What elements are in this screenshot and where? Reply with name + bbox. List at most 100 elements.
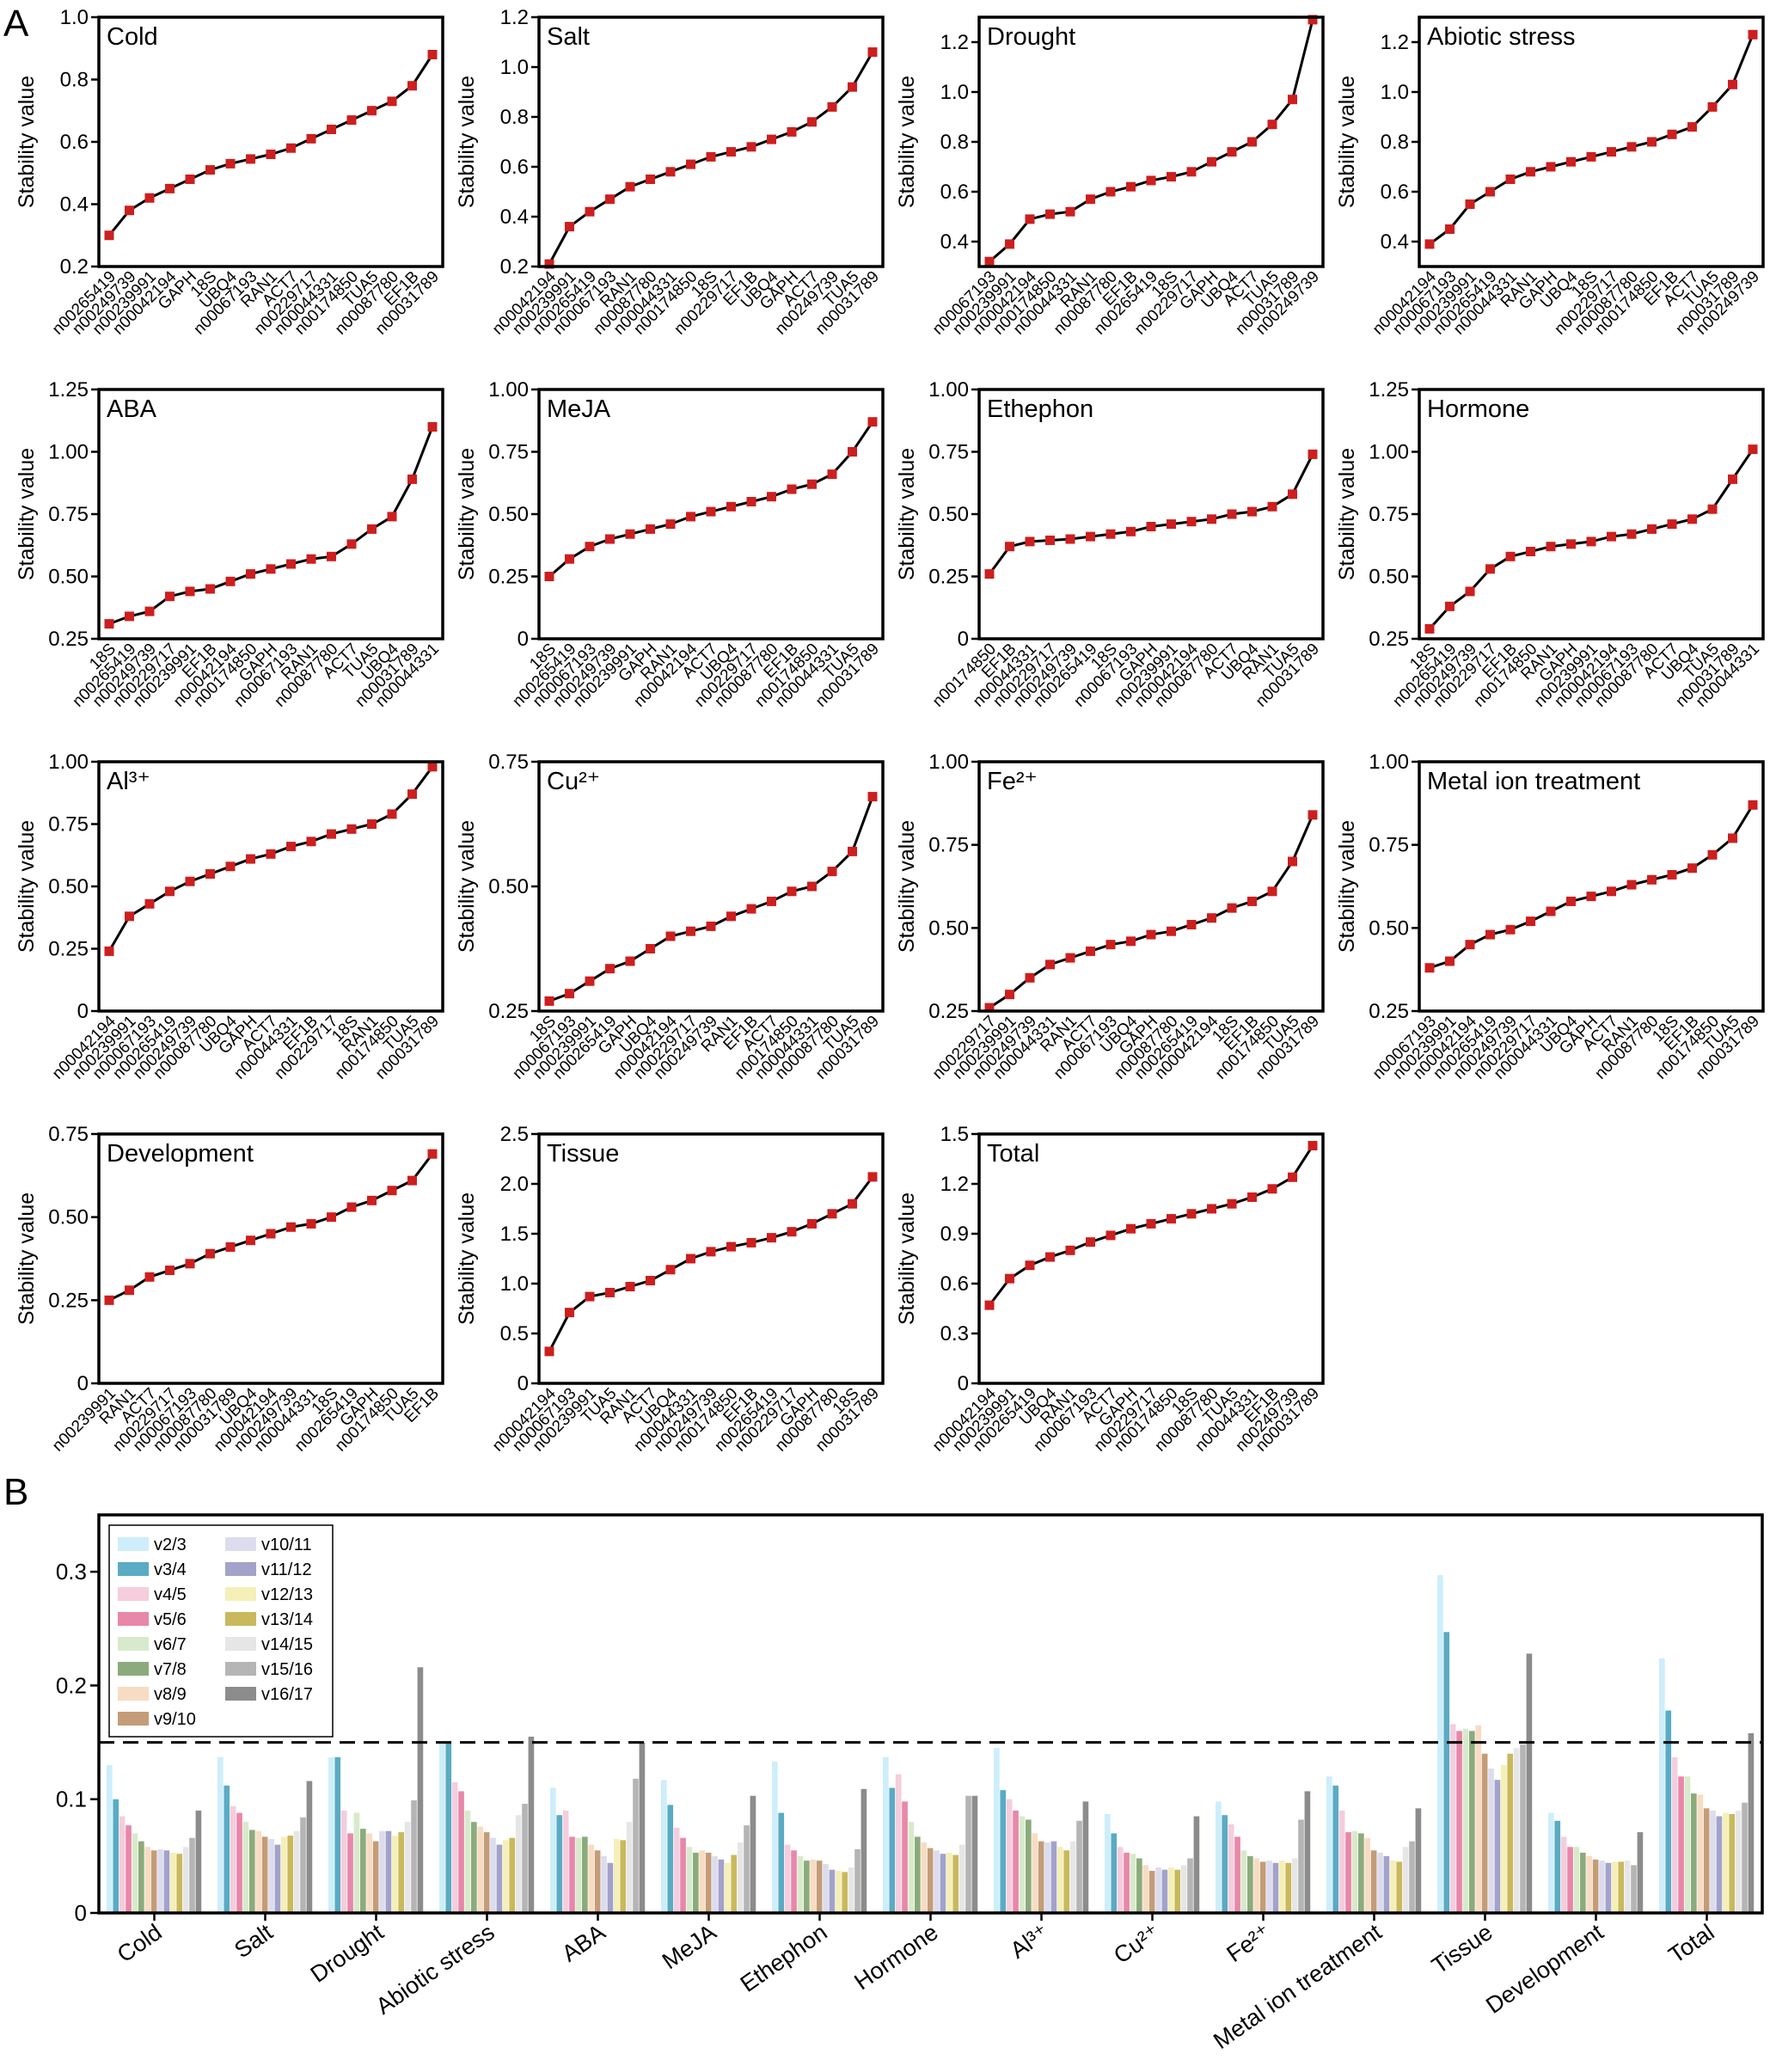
bar (1216, 1801, 1222, 1913)
marker (144, 1272, 155, 1282)
marker (984, 569, 995, 579)
bar (1111, 1833, 1118, 1913)
y-tick-label: 1.0 (500, 1272, 529, 1296)
marker (1186, 167, 1197, 177)
y-tick-label: 1.0 (1381, 81, 1409, 104)
marker (848, 846, 857, 856)
bar (182, 1847, 189, 1913)
bar (347, 1833, 353, 1913)
marker (1445, 224, 1455, 234)
marker (807, 479, 817, 489)
y-tick-label: 0.25 (48, 628, 89, 651)
chart-title: Abiotic stress (1427, 23, 1575, 51)
marker (1267, 501, 1277, 512)
bar (1671, 1756, 1678, 1913)
marker (1566, 156, 1576, 167)
chart-title: Al³⁺ (107, 768, 150, 795)
chart-title: Salt (547, 23, 590, 51)
bar (1494, 1780, 1501, 1913)
marker (1485, 187, 1495, 197)
marker (1748, 444, 1758, 455)
marker (787, 484, 797, 494)
bar (1148, 1871, 1155, 1913)
bar (620, 1840, 627, 1913)
marker (625, 529, 635, 539)
bar (353, 1812, 360, 1913)
marker (185, 586, 195, 597)
marker (1485, 564, 1495, 574)
marker (726, 501, 736, 512)
marker (984, 1002, 995, 1013)
plot-frame (537, 388, 885, 641)
bar (334, 1756, 341, 1913)
bar (528, 1736, 535, 1913)
y-tick-label: 0.25 (48, 938, 89, 961)
bar (588, 1844, 595, 1913)
marker (605, 194, 615, 205)
bar (1396, 1861, 1403, 1913)
bar (965, 1795, 971, 1913)
bar (1526, 1653, 1533, 1913)
legend-label: v15/16 (261, 1660, 313, 1679)
marker (544, 996, 554, 1006)
y-tick-label: 1.0 (500, 56, 529, 79)
y-tick-label: 2.5 (500, 1123, 529, 1146)
marker (1065, 953, 1075, 963)
marker (1687, 863, 1697, 874)
x-tick-label: Drought (306, 1919, 389, 1988)
legend-swatch (225, 1687, 256, 1701)
y-tick-label: 0.50 (928, 916, 969, 940)
marker (665, 167, 676, 177)
marker (1424, 963, 1435, 973)
marker (646, 524, 655, 534)
y-tick-label: 0.6 (940, 1272, 969, 1296)
marker (1025, 214, 1035, 224)
plot-frame (977, 760, 1325, 1013)
marker (367, 106, 377, 116)
bar (861, 1788, 867, 1913)
bar (261, 1836, 268, 1913)
bar (613, 1839, 620, 1913)
marker (746, 1237, 756, 1247)
y-tick-label: 1.00 (928, 751, 969, 774)
bar (1167, 1867, 1174, 1913)
bar (1056, 1847, 1063, 1913)
marker (984, 1300, 995, 1310)
marker (585, 542, 595, 552)
y-tick-label: 0.3 (940, 1322, 969, 1346)
legend-label: v6/7 (154, 1635, 187, 1654)
chart-title: Total (987, 1140, 1039, 1168)
marker (1445, 601, 1455, 611)
bar (1560, 1836, 1567, 1913)
marker (1167, 1214, 1176, 1224)
marker (1607, 531, 1616, 542)
marker (706, 506, 716, 517)
bar (1259, 1861, 1266, 1913)
bar (835, 1871, 842, 1913)
marker (867, 1172, 878, 1182)
marker (1707, 101, 1718, 112)
bar (601, 1855, 607, 1913)
marker (706, 1247, 716, 1257)
marker (565, 1308, 574, 1318)
marker (367, 1195, 377, 1205)
bar (1142, 1865, 1149, 1913)
marker (346, 539, 357, 549)
bar (328, 1756, 334, 1913)
marker (665, 519, 676, 530)
marker (848, 447, 857, 457)
y-tick-label: 0.75 (928, 834, 969, 857)
bar (1710, 1810, 1716, 1913)
marker (1465, 199, 1475, 209)
legend-swatch (118, 1587, 149, 1601)
marker (185, 876, 195, 886)
y-tick-label: 0.2 (56, 1672, 87, 1698)
bar (483, 1832, 490, 1913)
y-tick-label: 0.50 (1369, 916, 1409, 940)
bar (490, 1837, 496, 1913)
y-tick-label: 0.75 (48, 1123, 89, 1146)
y-tick-label: 0.25 (1369, 628, 1409, 651)
marker (1728, 474, 1737, 484)
marker (1005, 542, 1014, 552)
